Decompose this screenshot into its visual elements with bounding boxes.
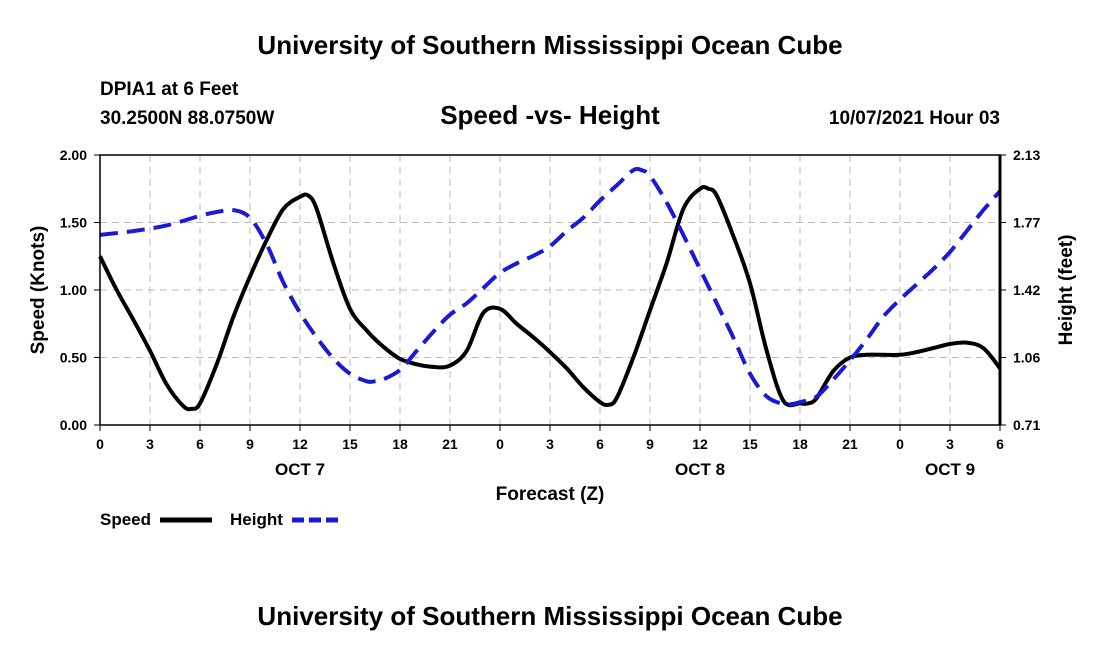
x-tick-label: 9 [646,436,654,452]
y2-tick-label: 2.13 [1013,147,1040,163]
footer-title: University of Southern Mississippi Ocean… [257,601,842,631]
x-tick-label: 0 [896,436,904,452]
x-tick-label: 21 [442,436,458,452]
station-label: DPIA1 at 6 Feet [100,79,239,100]
page-title: University of Southern Mississippi Ocean… [257,30,842,60]
y2-tick-label: 0.71 [1013,417,1040,433]
x-tick-label: 18 [392,436,408,452]
x-tick-label: 0 [496,436,504,452]
legend-speed-label: Speed [100,510,151,529]
x-tick-label: 12 [292,436,308,452]
x-tick-label: 3 [146,436,154,452]
y2-tick-label: 1.77 [1013,215,1040,231]
y-tick-label: 0.00 [60,417,87,433]
x-tick-label: 3 [946,436,954,452]
x-tick-label: 15 [742,436,758,452]
x-tick-label: 9 [246,436,254,452]
grid-lines [100,155,1000,425]
x-tick-label: 18 [792,436,808,452]
y-tick-label: 0.50 [60,350,87,366]
day-label: OCT 8 [675,460,725,479]
series-line-speed [98,184,1002,412]
series-line-height [99,166,1002,407]
y-tick-label: 2.00 [60,147,87,163]
y-tick-label: 1.00 [60,282,87,298]
x-tick-label: 21 [842,436,858,452]
x-tick-label: 6 [996,436,1004,452]
axes: 0 3 6 9 12 15 18 21 0 3 6 9 12 15 18 21 0 3 6 0.00 0.50 1.00 1… [60,147,1041,479]
x-axis-label: Forecast (Z) [496,484,605,505]
x-tick-label: 12 [692,436,708,452]
forecast-datetime: 10/07/2021 Hour 03 [829,108,1000,129]
y-axis-label: Speed (Knots) [28,226,49,355]
station-coords: 30.2500N 88.0750W [100,108,274,129]
x-tick-label: 6 [196,436,204,452]
chart-title: Speed -vs- Height [440,100,660,130]
day-label: OCT 7 [275,460,325,479]
x-tick-label: 0 [96,436,104,452]
y2-axis-label: Height (feet) [1056,235,1077,346]
legend-height-label: Height [230,510,283,529]
day-label: OCT 9 [925,460,975,479]
legend: Speed Height [100,510,342,529]
x-tick-label: 3 [546,436,554,452]
y-tick-label: 1.50 [60,215,87,231]
y2-tick-label: 1.06 [1013,350,1040,366]
x-tick-label: 15 [342,436,358,452]
series-layer [98,166,1002,412]
y2-tick-label: 1.42 [1013,282,1040,298]
x-tick-label: 6 [596,436,604,452]
